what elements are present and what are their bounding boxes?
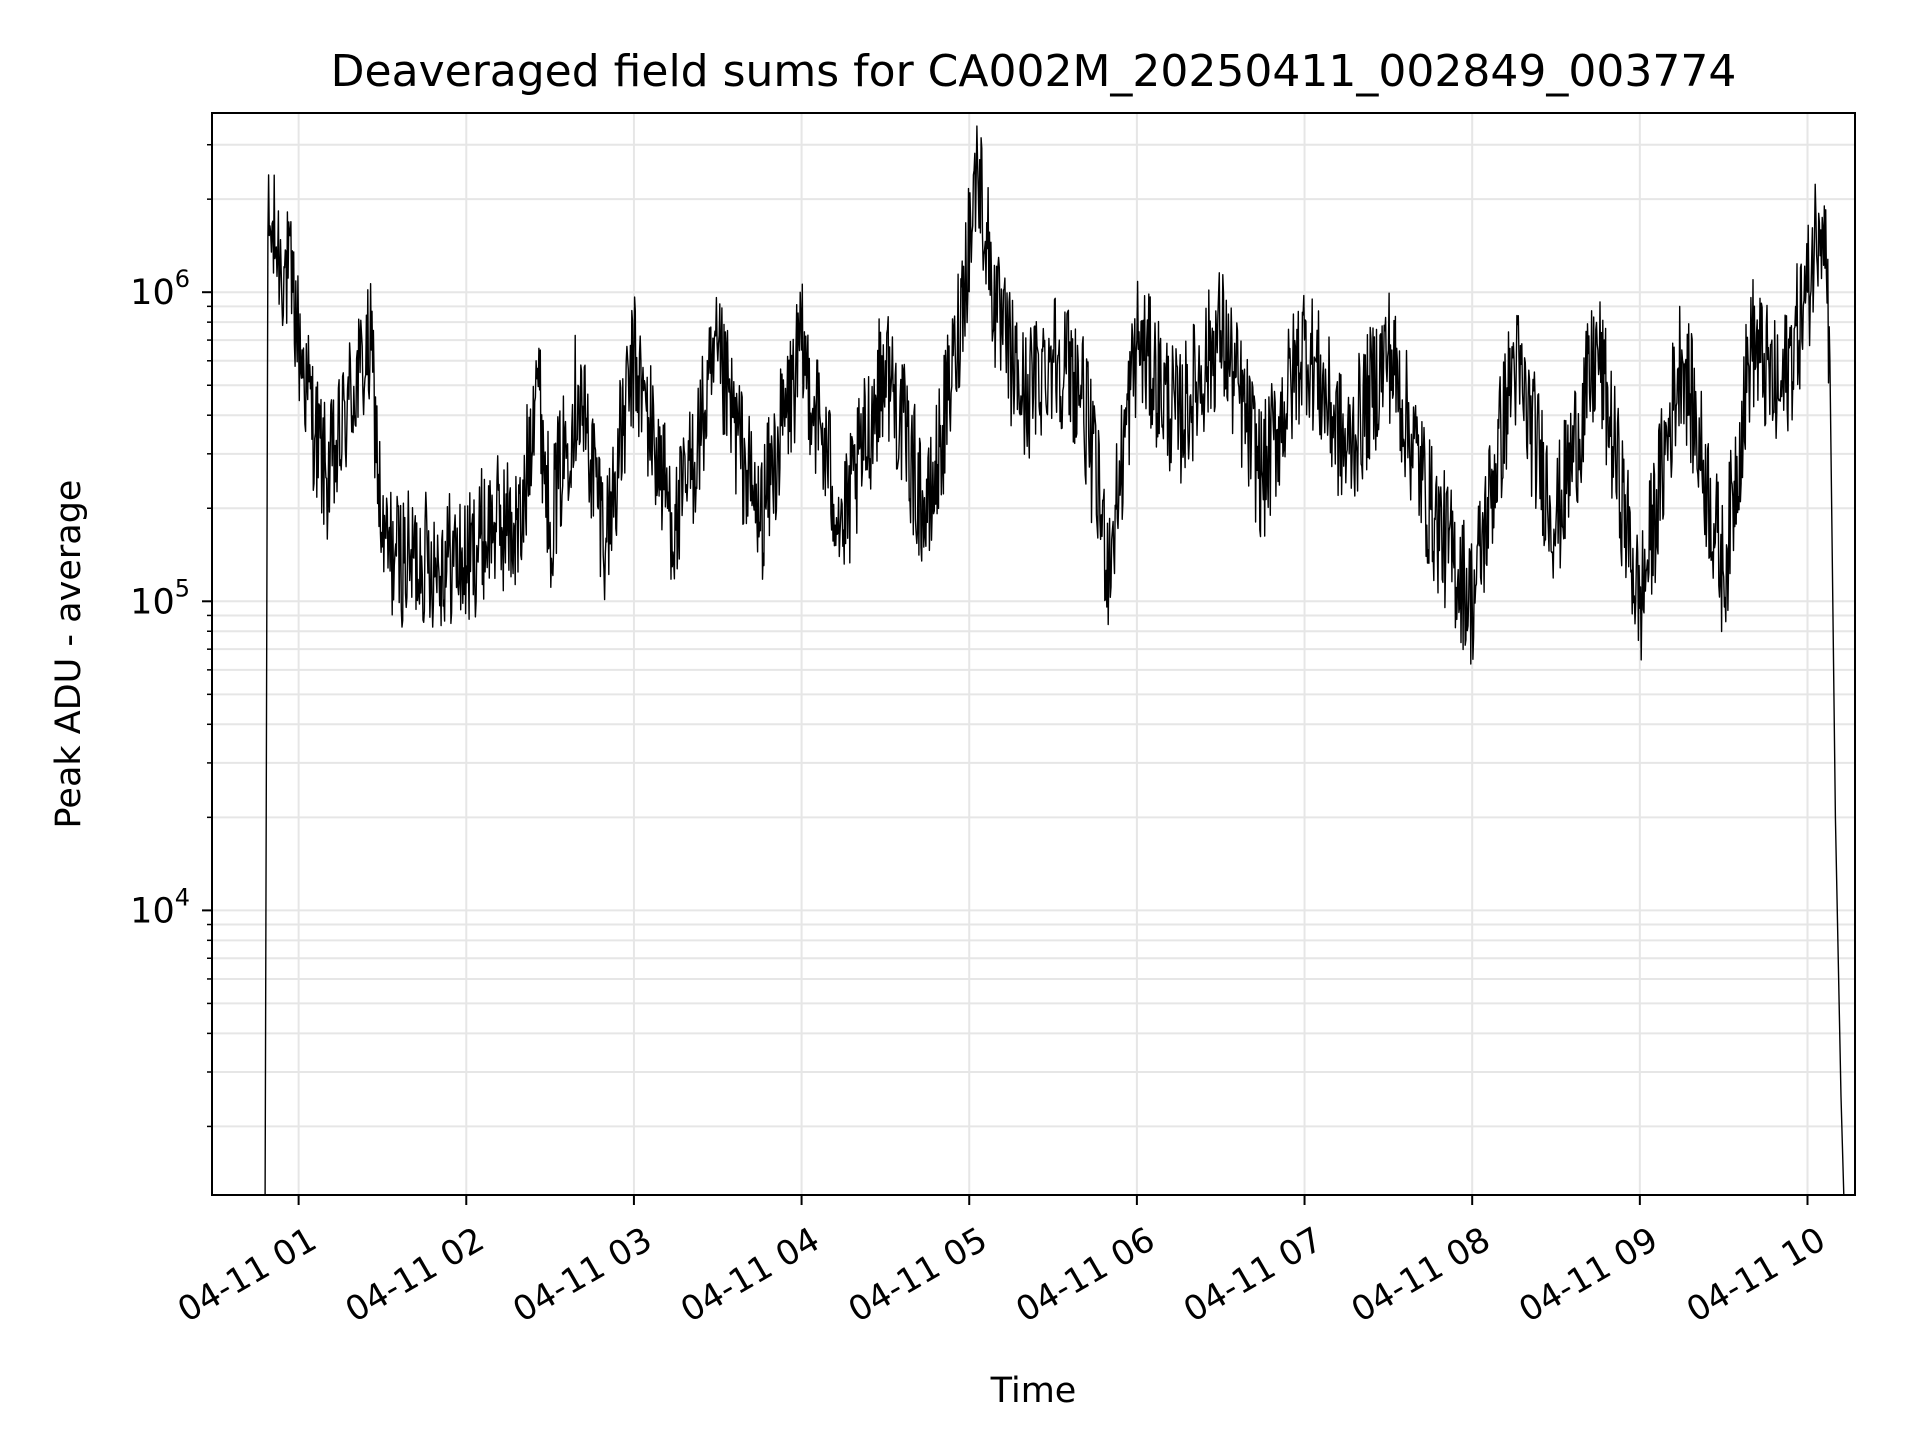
y-tick-exponent: 6 [175, 265, 190, 293]
data-series [264, 125, 1845, 1196]
y-tick-exponent: 4 [175, 883, 190, 911]
plot-frame [211, 112, 1856, 1196]
chart-title: Deaveraged field sums for CA002M_2025041… [331, 46, 1737, 97]
y-tick-label: 104 [130, 883, 190, 931]
y-tick-base: 10 [130, 891, 175, 931]
y-axis-label: Peak ADU - average [49, 480, 89, 829]
y-tick-base: 10 [130, 273, 175, 313]
y-tick-label: 105 [130, 574, 190, 622]
x-axis-label: Time [990, 1371, 1077, 1411]
y-tick-label: 106 [130, 265, 190, 313]
y-tick-base: 10 [130, 582, 175, 622]
grid [212, 113, 1855, 1195]
y-tick-exponent: 5 [175, 574, 190, 602]
series-line [264, 125, 1845, 1196]
